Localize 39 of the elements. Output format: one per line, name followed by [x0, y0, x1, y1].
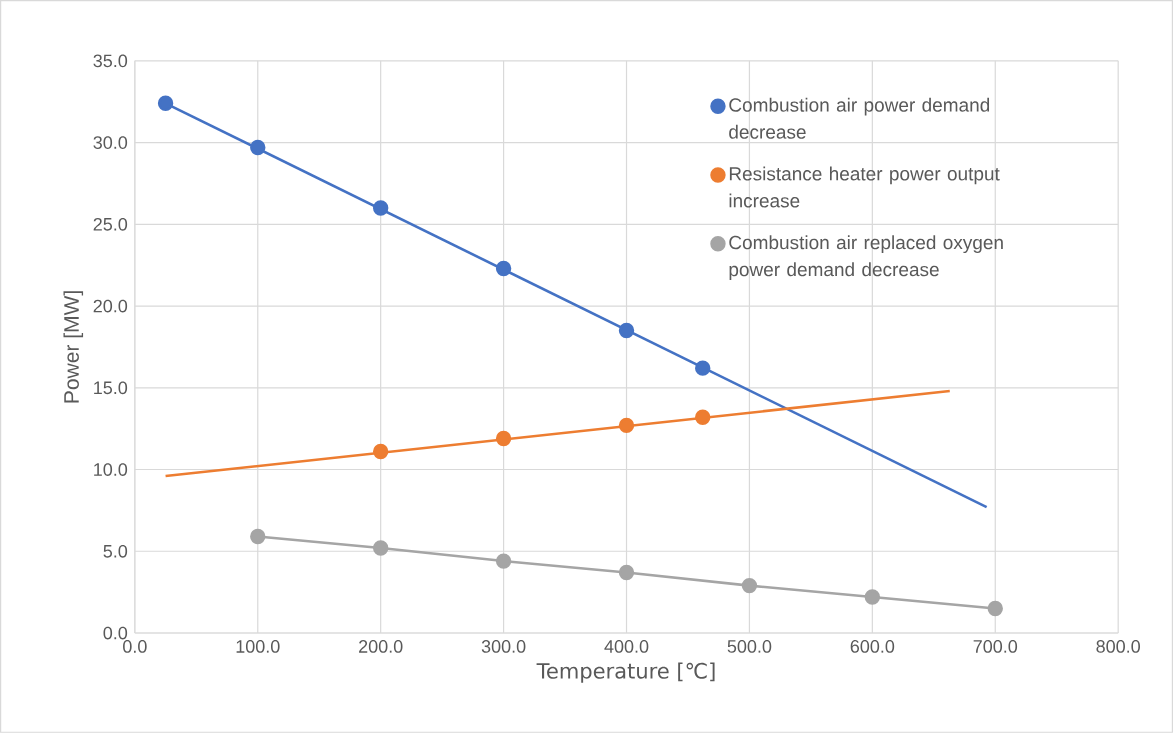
x-tick-label: 300.0 [481, 640, 526, 653]
point [372, 443, 389, 460]
point [618, 417, 635, 434]
point [618, 322, 635, 339]
point [372, 200, 389, 216]
y-tick-label: 15.0 [94, 381, 128, 395]
x-axis-title: Temperature [℃] [536, 662, 715, 683]
x-tick-label: 600.0 [850, 640, 895, 653]
y-axis-title: Power [MW] [63, 291, 84, 403]
x-tick-label: 700.0 [973, 640, 1018, 653]
point [864, 589, 881, 605]
point [495, 430, 512, 447]
point [250, 528, 266, 545]
y-tick-label: 10.0 [94, 463, 128, 476]
point [741, 577, 758, 594]
y-tick-label: 5.0 [103, 544, 128, 558]
y-tick-label: 0.0 [103, 626, 128, 640]
y-tick-label: 30.0 [93, 136, 128, 150]
x-tick-label: 500.0 [727, 640, 772, 653]
point [695, 360, 711, 376]
legend-label: Resistance heater power output increase [729, 166, 1000, 208]
x-tick-label: 100.0 [236, 640, 280, 653]
legend-label: Combustion air power demand decrease [729, 97, 990, 139]
point [250, 139, 266, 156]
x-tick-label: 800.0 [1096, 640, 1140, 653]
point [372, 540, 389, 556]
point [157, 95, 174, 112]
x-tick-label: 0.0 [123, 640, 147, 653]
point [987, 600, 1003, 617]
legend-label: Combustion air replaced oxygen power demand decrease [729, 235, 1003, 281]
point [495, 553, 512, 569]
point [695, 409, 711, 425]
point [618, 564, 635, 581]
x-tick-label: 400.0 [604, 640, 649, 653]
y-tick-label: 35.0 [93, 54, 128, 68]
y-tick-label: 25.0 [93, 218, 128, 231]
x-tick-label: 200.0 [359, 640, 403, 653]
y-tick-label: 20.0 [93, 299, 128, 313]
point [495, 260, 512, 277]
